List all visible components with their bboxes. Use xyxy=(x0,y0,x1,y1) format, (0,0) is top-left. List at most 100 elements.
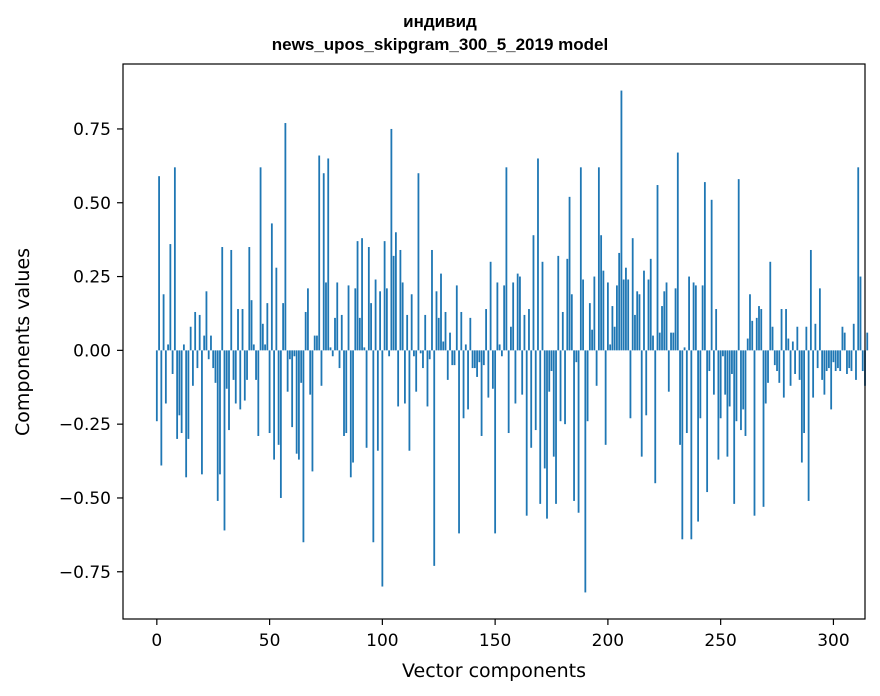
y-tick-label: 0.00 xyxy=(73,341,111,361)
bar-7 xyxy=(171,350,174,374)
bar-142 xyxy=(476,350,478,377)
bar-236 xyxy=(688,276,690,351)
bar-303 xyxy=(839,350,842,372)
bar-71 xyxy=(316,335,318,351)
bar-145 xyxy=(482,350,485,366)
bar-157 xyxy=(510,326,512,351)
bar-8 xyxy=(173,167,176,351)
bar-167 xyxy=(532,235,535,351)
bar-289 xyxy=(807,350,810,501)
bar-96 xyxy=(372,350,375,543)
bar-190 xyxy=(584,350,587,593)
bar-226 xyxy=(665,282,668,351)
bar-97 xyxy=(374,279,377,351)
bar-177 xyxy=(555,350,557,504)
bar-16 xyxy=(192,350,194,386)
bar-68 xyxy=(309,350,312,395)
bar-74 xyxy=(322,173,325,351)
bars-group xyxy=(155,90,869,593)
bar-300 xyxy=(832,350,835,363)
bar-36 xyxy=(237,309,239,351)
bar-146 xyxy=(485,309,487,351)
bar-90 xyxy=(358,317,361,351)
bar-93 xyxy=(365,350,368,448)
bar-78 xyxy=(331,350,334,357)
bar-14 xyxy=(187,350,190,439)
bar-200 xyxy=(606,282,609,351)
bar-170 xyxy=(539,350,542,504)
bar-112 xyxy=(408,350,411,451)
bar-89 xyxy=(356,241,359,351)
bar-164 xyxy=(525,350,528,516)
bar-311 xyxy=(857,167,860,351)
bar-135 xyxy=(460,311,463,351)
bar-273 xyxy=(771,326,774,351)
bar-40 xyxy=(246,350,248,380)
bar-120 xyxy=(426,350,429,407)
y-axis: −0.75 −0.50 −0.25 0.00 0.25 0.50 0.75 xyxy=(59,120,123,583)
bar-235 xyxy=(685,350,688,434)
y-tick-label: 0.25 xyxy=(73,268,111,288)
bar-260 xyxy=(742,350,745,410)
bar-297 xyxy=(825,350,828,372)
bar-134 xyxy=(458,350,460,534)
bar-153 xyxy=(500,350,503,357)
bar-248 xyxy=(715,309,718,351)
bar-172 xyxy=(543,350,546,469)
bar-34 xyxy=(232,350,235,380)
bar-274 xyxy=(773,350,776,366)
x-tick-label: 300 xyxy=(817,631,849,651)
bar-86 xyxy=(349,350,352,478)
bar-130 xyxy=(449,332,451,351)
bar-18 xyxy=(196,350,199,369)
bar-267 xyxy=(758,306,760,351)
bar-91 xyxy=(361,238,363,351)
bar-247 xyxy=(712,350,715,395)
bar-23 xyxy=(207,350,210,360)
bar-171 xyxy=(541,261,544,351)
bar-26 xyxy=(214,350,217,383)
bar-108 xyxy=(399,249,402,351)
bar-132 xyxy=(453,350,456,366)
bar-148 xyxy=(489,261,492,351)
bar-58 xyxy=(286,350,289,392)
bar-143 xyxy=(478,350,481,363)
bar-79 xyxy=(334,317,336,351)
bar-281 xyxy=(789,350,792,386)
bar-35 xyxy=(234,350,237,404)
bar-183 xyxy=(568,196,571,351)
bar-158 xyxy=(512,282,515,351)
bar-252 xyxy=(724,350,727,395)
bar-257 xyxy=(735,350,738,422)
bar-225 xyxy=(663,291,666,351)
bar-62 xyxy=(295,350,298,454)
bar-2 xyxy=(160,350,163,466)
bar-73 xyxy=(320,350,323,386)
bar-271 xyxy=(767,350,769,383)
bar-124 xyxy=(435,291,438,351)
bar-4 xyxy=(164,350,167,404)
bar-276 xyxy=(778,350,781,383)
bar-231 xyxy=(676,152,679,351)
bar-47 xyxy=(261,323,264,351)
bar-80 xyxy=(336,282,339,351)
bar-212 xyxy=(634,314,636,351)
bar-48 xyxy=(264,344,266,351)
bar-196 xyxy=(597,167,600,351)
bar-13 xyxy=(185,350,188,478)
bar-22 xyxy=(205,291,208,351)
bar-186 xyxy=(575,350,578,363)
bar-46 xyxy=(259,167,262,351)
bar-109 xyxy=(401,282,404,351)
bar-206 xyxy=(620,90,623,351)
axes-frame xyxy=(122,63,866,620)
bar-31 xyxy=(225,350,228,389)
bar-83 xyxy=(343,350,345,436)
bar-136 xyxy=(462,350,465,419)
bar-217 xyxy=(645,350,648,416)
bar-6 xyxy=(169,244,172,351)
bar-163 xyxy=(523,314,526,351)
bar-222 xyxy=(656,185,659,351)
bar-313 xyxy=(861,350,864,372)
bar-129 xyxy=(446,350,449,380)
